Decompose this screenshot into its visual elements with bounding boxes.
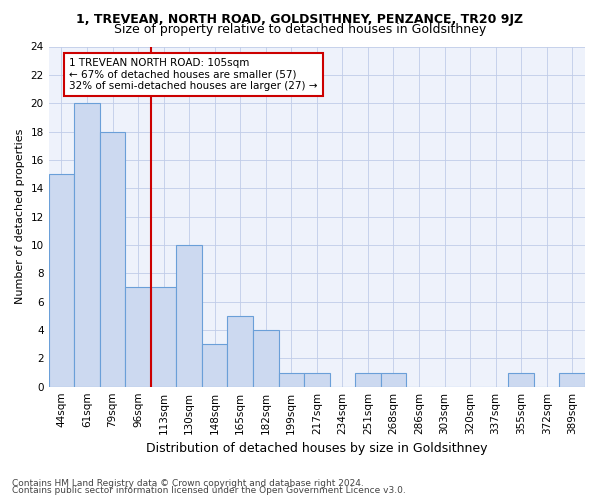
- Bar: [304, 372, 329, 386]
- Y-axis label: Number of detached properties: Number of detached properties: [15, 129, 25, 304]
- Bar: [559, 372, 585, 386]
- Bar: [355, 372, 380, 386]
- Text: Contains HM Land Registry data © Crown copyright and database right 2024.: Contains HM Land Registry data © Crown c…: [12, 478, 364, 488]
- Bar: [176, 245, 202, 386]
- Bar: [380, 372, 406, 386]
- Bar: [100, 132, 125, 386]
- X-axis label: Distribution of detached houses by size in Goldsithney: Distribution of detached houses by size …: [146, 442, 488, 455]
- Bar: [508, 372, 534, 386]
- Bar: [151, 288, 176, 386]
- Bar: [49, 174, 74, 386]
- Bar: [253, 330, 278, 386]
- Bar: [227, 316, 253, 386]
- Text: Contains public sector information licensed under the Open Government Licence v3: Contains public sector information licen…: [12, 486, 406, 495]
- Bar: [125, 288, 151, 386]
- Text: 1 TREVEAN NORTH ROAD: 105sqm
← 67% of detached houses are smaller (57)
32% of se: 1 TREVEAN NORTH ROAD: 105sqm ← 67% of de…: [69, 58, 317, 91]
- Bar: [278, 372, 304, 386]
- Bar: [202, 344, 227, 387]
- Text: 1, TREVEAN, NORTH ROAD, GOLDSITHNEY, PENZANCE, TR20 9JZ: 1, TREVEAN, NORTH ROAD, GOLDSITHNEY, PEN…: [76, 12, 524, 26]
- Text: Size of property relative to detached houses in Goldsithney: Size of property relative to detached ho…: [114, 22, 486, 36]
- Bar: [74, 103, 100, 387]
